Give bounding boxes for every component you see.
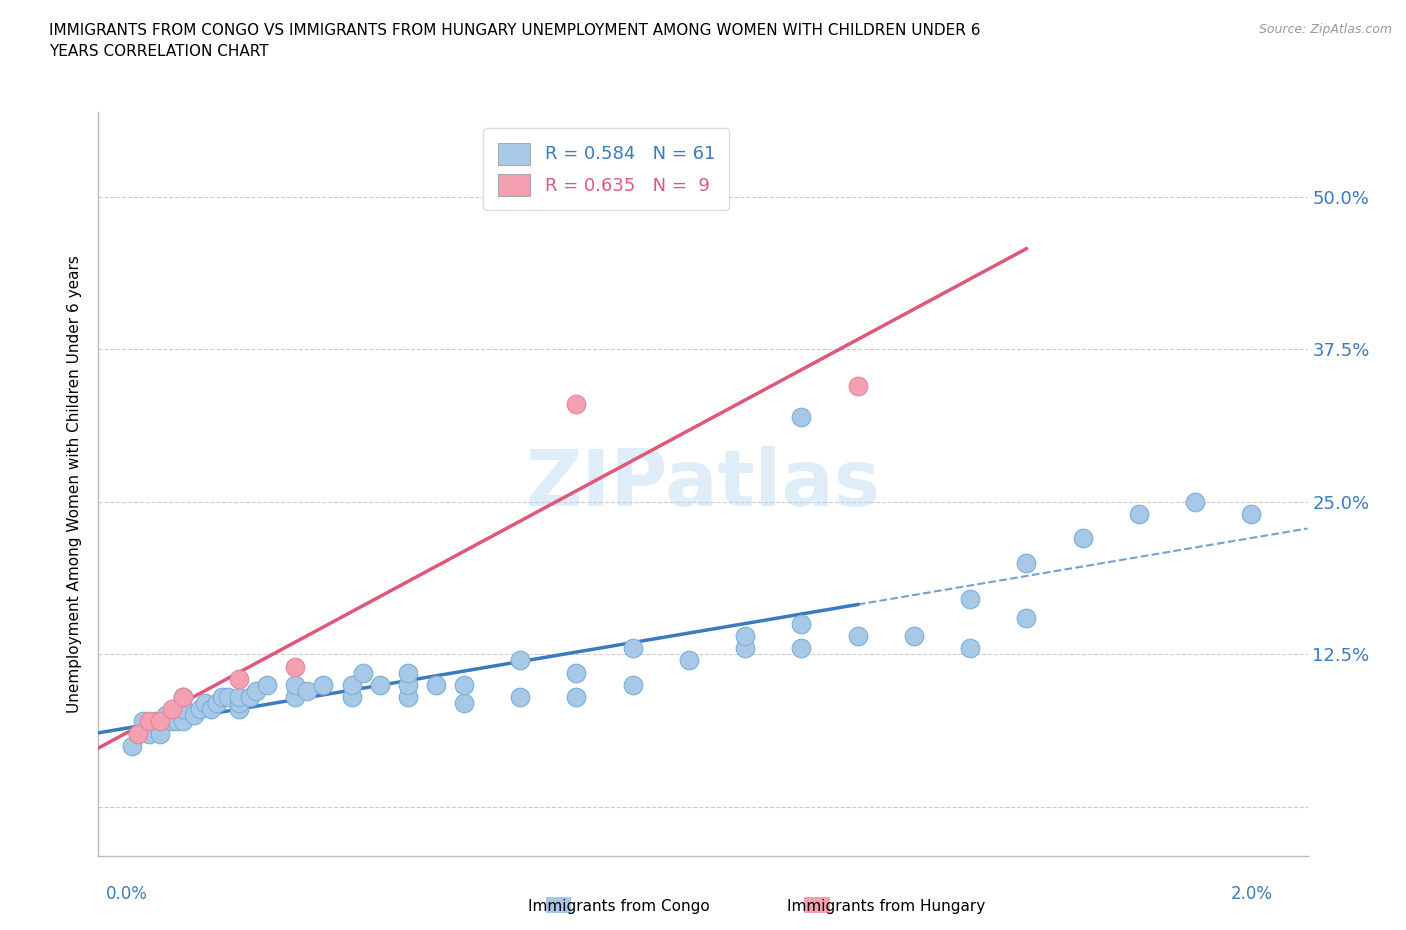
Text: ZIPatlas: ZIPatlas	[526, 445, 880, 522]
Point	[188, 702, 211, 717]
Point	[790, 409, 813, 424]
Point	[166, 714, 188, 729]
Point	[172, 702, 194, 717]
Point	[1015, 555, 1038, 570]
Point	[1128, 507, 1150, 522]
Point	[127, 726, 149, 741]
Point	[734, 629, 756, 644]
Point	[621, 677, 644, 692]
Point	[160, 714, 183, 729]
Point	[734, 641, 756, 656]
Point	[256, 677, 278, 692]
Y-axis label: Unemployment Among Women with Children Under 6 years: Unemployment Among Women with Children U…	[67, 255, 83, 712]
Point	[194, 696, 217, 711]
Point	[149, 726, 172, 741]
Point	[312, 677, 335, 692]
Text: Immigrants from Hungary: Immigrants from Hungary	[786, 899, 986, 914]
Point	[284, 659, 307, 674]
Point	[678, 653, 700, 668]
Point	[217, 690, 239, 705]
Point	[790, 641, 813, 656]
Point	[183, 708, 205, 723]
Point	[340, 690, 363, 705]
Point	[172, 714, 194, 729]
Point	[127, 726, 149, 741]
Point	[138, 726, 160, 741]
Point	[959, 592, 981, 607]
Point	[149, 714, 172, 729]
Point	[228, 696, 250, 711]
Point	[228, 671, 250, 686]
Point	[143, 714, 166, 729]
Point	[959, 641, 981, 656]
Point	[1184, 495, 1206, 510]
Point	[245, 684, 267, 698]
Point	[790, 617, 813, 631]
Point	[846, 629, 869, 644]
Point	[172, 690, 194, 705]
Point	[200, 702, 222, 717]
Text: 2.0%: 2.0%	[1230, 885, 1272, 903]
Point	[509, 653, 531, 668]
Point	[172, 690, 194, 705]
Point	[565, 397, 588, 412]
Point	[621, 641, 644, 656]
Point	[425, 677, 447, 692]
Point	[368, 677, 391, 692]
Point	[1015, 610, 1038, 625]
Legend: R = 0.584   N = 61, R = 0.635   N =  9: R = 0.584 N = 61, R = 0.635 N = 9	[484, 128, 730, 210]
Point	[846, 379, 869, 393]
Point	[121, 738, 143, 753]
Point	[138, 714, 160, 729]
Point	[453, 696, 475, 711]
Point	[228, 690, 250, 705]
Point	[284, 690, 307, 705]
Point	[1071, 531, 1094, 546]
Point	[1240, 507, 1263, 522]
Point	[205, 696, 228, 711]
Point	[160, 702, 183, 717]
Text: Immigrants from Congo: Immigrants from Congo	[527, 899, 710, 914]
Point	[132, 714, 155, 729]
Point	[396, 677, 419, 692]
Point	[396, 665, 419, 680]
Point	[228, 702, 250, 717]
Point	[340, 677, 363, 692]
Point	[565, 665, 588, 680]
Text: Source: ZipAtlas.com: Source: ZipAtlas.com	[1258, 23, 1392, 36]
Point	[509, 690, 531, 705]
Point	[211, 690, 233, 705]
Point	[565, 690, 588, 705]
FancyBboxPatch shape	[797, 892, 837, 918]
Text: 0.0%: 0.0%	[105, 885, 148, 903]
Point	[239, 690, 262, 705]
Point	[903, 629, 925, 644]
Text: IMMIGRANTS FROM CONGO VS IMMIGRANTS FROM HUNGARY UNEMPLOYMENT AMONG WOMEN WITH C: IMMIGRANTS FROM CONGO VS IMMIGRANTS FROM…	[49, 23, 981, 60]
Point	[396, 690, 419, 705]
Point	[284, 677, 307, 692]
Point	[453, 677, 475, 692]
Point	[155, 708, 177, 723]
Point	[352, 665, 374, 680]
Point	[295, 684, 318, 698]
FancyBboxPatch shape	[538, 892, 578, 918]
